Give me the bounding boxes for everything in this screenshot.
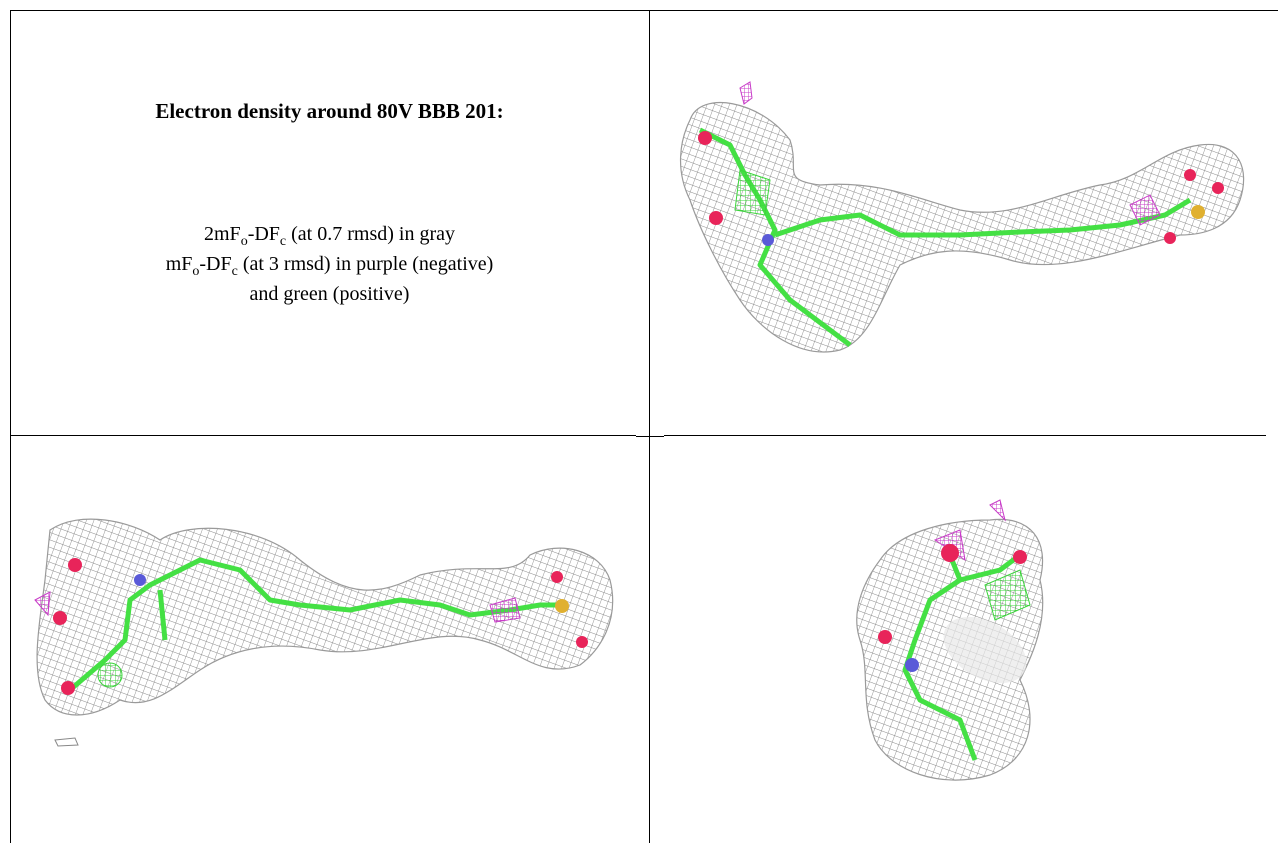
caption-text: -DF (248, 223, 280, 245)
caption-text: (at 0.7 rmsd) in gray (286, 223, 455, 245)
title: Electron density around 80V BBB 201: (11, 99, 648, 124)
caption-text: and green (positive) (250, 283, 410, 305)
caption-line: and green (positive) (11, 279, 648, 309)
caption-text: mF (166, 253, 193, 275)
density-view-3 (857, 500, 1043, 780)
density-view-2 (35, 519, 613, 746)
text-cell: Electron density around 80V BBB 201: 2mF… (11, 11, 648, 435)
caption-line: mFo-DFc (at 3 rmsd) in purple (negative) (11, 249, 648, 279)
page: Electron density around 80V BBB 201: 2mF… (0, 0, 1278, 843)
caption-text: -DF (199, 253, 231, 275)
subscript: o (241, 234, 248, 249)
caption-text: 2mF (204, 223, 241, 245)
caption-line: 2mFo-DFc (at 0.7 rmsd) in gray (11, 219, 648, 249)
caption-text: (at 3 rmsd) in purple (negative) (238, 253, 493, 275)
density-view-1 (681, 82, 1244, 352)
